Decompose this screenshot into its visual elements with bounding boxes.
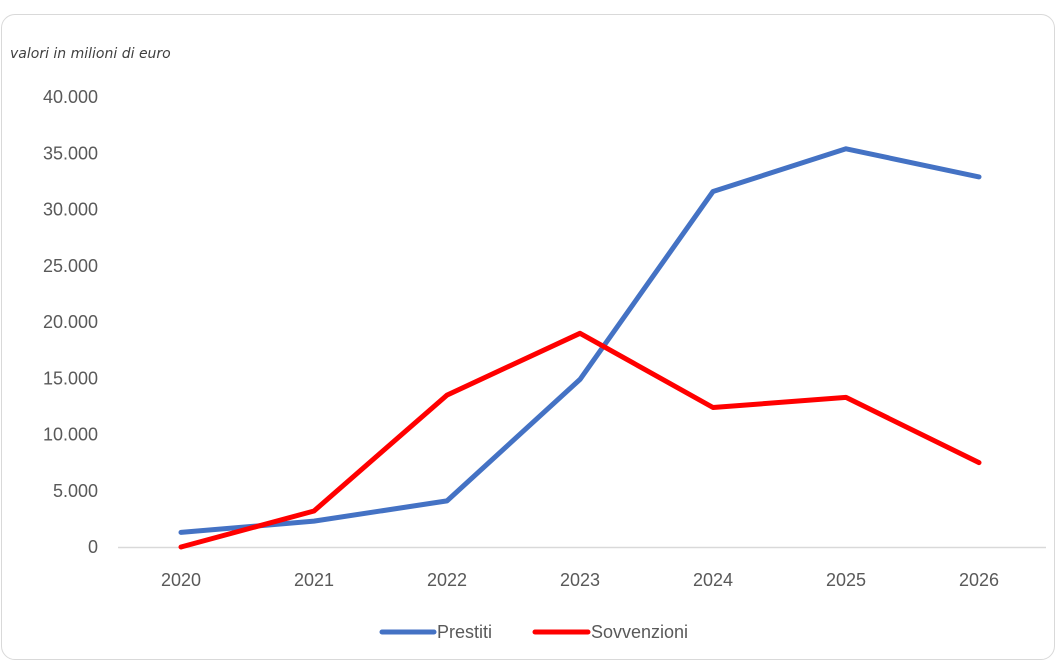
y-tick-label: 35.000 — [43, 143, 98, 163]
y-axis-labels: 0 5.000 10.000 15.000 20.000 25.000 30.000 35.0… — [43, 87, 98, 557]
x-tick-label: 2020 — [161, 570, 201, 590]
y-tick-label: 40.000 — [43, 87, 98, 107]
y-tick-label: 20.000 — [43, 312, 98, 332]
series-line-sovvenzioni — [178, 330, 982, 550]
x-tick-label: 2023 — [560, 570, 600, 590]
y-tick-label: 15.000 — [43, 368, 98, 388]
y-tick-label: 5.000 — [53, 481, 98, 501]
y-tick-label: 25.000 — [43, 256, 98, 276]
legend-label-prestiti: Prestiti — [437, 622, 492, 642]
x-tick-label: 2022 — [427, 570, 467, 590]
x-tick-label: 2026 — [959, 570, 999, 590]
x-tick-label: 2021 — [294, 570, 334, 590]
y-tick-label: 30.000 — [43, 200, 98, 220]
series-lines — [178, 146, 982, 550]
legend: Prestiti Sovvenzioni — [379, 622, 688, 642]
y-tick-label: 10.000 — [43, 425, 98, 445]
x-axis-labels: 2020 2021 2022 2023 2024 2025 2026 — [161, 570, 999, 590]
x-tick-label: 2024 — [693, 570, 733, 590]
chart-frame — [1, 14, 1055, 660]
series-line-prestiti — [178, 146, 982, 535]
unit-note: valori in milioni di euro — [10, 46, 171, 62]
legend-label-sovvenzioni: Sovvenzioni — [591, 622, 688, 642]
x-tick-label: 2025 — [826, 570, 866, 590]
y-tick-label: 0 — [88, 537, 98, 557]
